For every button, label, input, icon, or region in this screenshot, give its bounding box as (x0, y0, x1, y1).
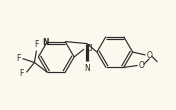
Text: N: N (42, 38, 49, 47)
Text: Cl: Cl (86, 44, 93, 53)
Text: F: F (16, 54, 21, 63)
Text: N: N (84, 64, 90, 73)
Text: F: F (34, 40, 39, 49)
Text: O: O (147, 50, 152, 60)
Text: F: F (19, 69, 24, 78)
Text: O: O (139, 61, 144, 70)
